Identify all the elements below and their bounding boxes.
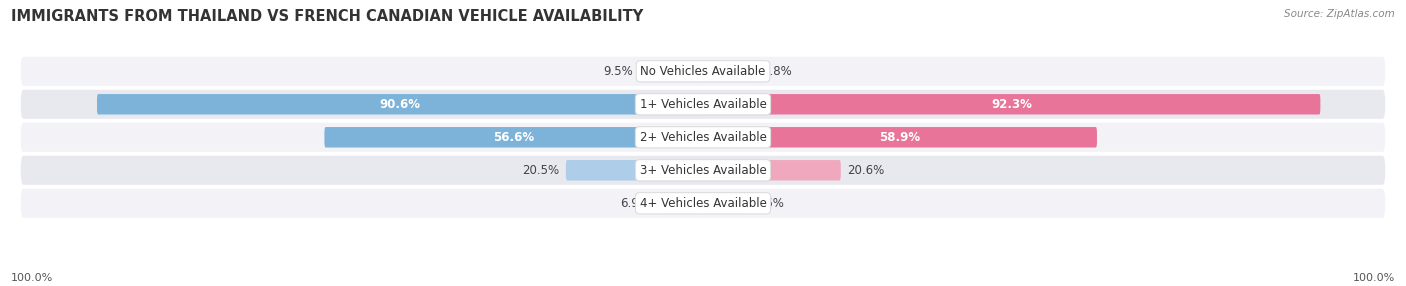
Text: 6.9%: 6.9% (620, 197, 650, 210)
FancyBboxPatch shape (21, 156, 1385, 185)
FancyBboxPatch shape (703, 61, 755, 82)
Text: 3+ Vehicles Available: 3+ Vehicles Available (640, 164, 766, 177)
FancyBboxPatch shape (703, 193, 747, 214)
Text: 20.5%: 20.5% (522, 164, 560, 177)
Text: IMMIGRANTS FROM THAILAND VS FRENCH CANADIAN VEHICLE AVAILABILITY: IMMIGRANTS FROM THAILAND VS FRENCH CANAD… (11, 9, 644, 23)
Text: 20.6%: 20.6% (848, 164, 884, 177)
FancyBboxPatch shape (703, 160, 841, 180)
Text: 100.0%: 100.0% (1353, 273, 1395, 283)
Text: 56.6%: 56.6% (494, 131, 534, 144)
FancyBboxPatch shape (21, 123, 1385, 152)
FancyBboxPatch shape (97, 94, 703, 114)
Text: 6.6%: 6.6% (754, 197, 783, 210)
FancyBboxPatch shape (703, 94, 1320, 114)
FancyBboxPatch shape (21, 90, 1385, 119)
FancyBboxPatch shape (325, 127, 703, 148)
Text: 1+ Vehicles Available: 1+ Vehicles Available (640, 98, 766, 111)
Text: 100.0%: 100.0% (11, 273, 53, 283)
Text: 9.5%: 9.5% (603, 65, 633, 78)
Text: No Vehicles Available: No Vehicles Available (640, 65, 766, 78)
FancyBboxPatch shape (703, 127, 1097, 148)
FancyBboxPatch shape (21, 57, 1385, 86)
FancyBboxPatch shape (640, 61, 703, 82)
Legend: Immigrants from Thailand, French Canadian: Immigrants from Thailand, French Canadia… (543, 284, 863, 286)
Text: 92.3%: 92.3% (991, 98, 1032, 111)
FancyBboxPatch shape (657, 193, 703, 214)
Text: 58.9%: 58.9% (879, 131, 921, 144)
FancyBboxPatch shape (21, 189, 1385, 218)
Text: 7.8%: 7.8% (762, 65, 792, 78)
Text: Source: ZipAtlas.com: Source: ZipAtlas.com (1284, 9, 1395, 19)
FancyBboxPatch shape (565, 160, 703, 180)
Text: 90.6%: 90.6% (380, 98, 420, 111)
Text: 4+ Vehicles Available: 4+ Vehicles Available (640, 197, 766, 210)
Text: 2+ Vehicles Available: 2+ Vehicles Available (640, 131, 766, 144)
